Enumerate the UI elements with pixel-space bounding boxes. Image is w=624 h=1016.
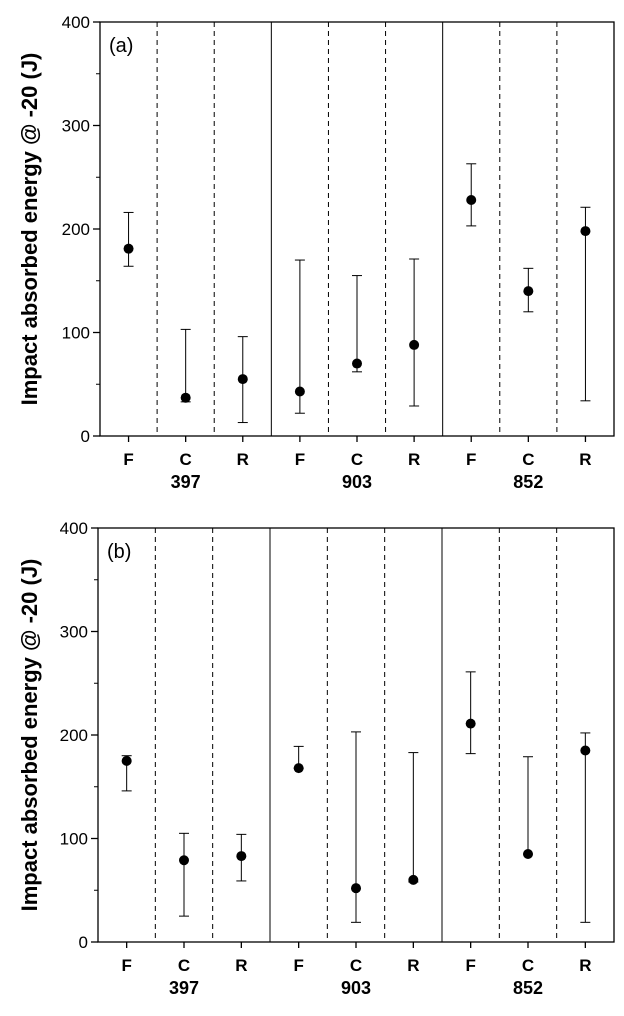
- plot-frame: [99, 21, 615, 437]
- panel-b: 0 100 200 300 400 Impact absorbed energy @ -2…: [17, 519, 615, 998]
- x-group-label: 397: [169, 978, 199, 998]
- data-point: [465, 718, 476, 729]
- x-category-label: F: [121, 956, 131, 975]
- y-tick-label: 300: [62, 117, 90, 136]
- x-group-label: 397: [171, 472, 201, 492]
- x-group-label: 852: [513, 472, 543, 492]
- x-category-label: C: [350, 956, 362, 975]
- data-point: [121, 755, 132, 766]
- panel-label: (a): [109, 35, 133, 57]
- y-tick-label: 400: [60, 519, 88, 538]
- data-point: [466, 195, 477, 206]
- panel-a: 0 100 200 300 400 Impact absorbed energy @ -2…: [17, 13, 615, 492]
- x-category-label: R: [237, 450, 249, 469]
- x-category-label: F: [295, 450, 305, 469]
- data-point: [123, 243, 134, 254]
- x-category-label: R: [579, 956, 591, 975]
- data-point: [180, 392, 191, 403]
- x-category-label: R: [407, 956, 419, 975]
- data-point: [352, 358, 362, 369]
- y-tick-label: 200: [60, 726, 88, 745]
- x-category-label: C: [522, 450, 534, 469]
- data-point: [409, 339, 420, 350]
- data-point: [580, 226, 591, 237]
- x-group-label: 903: [341, 978, 371, 998]
- data-point: [294, 386, 305, 397]
- data-point: [523, 849, 533, 860]
- data-point: [237, 374, 248, 385]
- x-category-label: F: [293, 956, 303, 975]
- data-point: [523, 286, 534, 297]
- data-point: [179, 855, 189, 866]
- x-category-label: R: [579, 450, 591, 469]
- y-tick-label: 0: [81, 427, 90, 446]
- x-category-label: R: [235, 956, 247, 975]
- y-tick-label: 300: [60, 623, 88, 642]
- data-point: [236, 851, 247, 862]
- x-category-label: C: [180, 450, 192, 469]
- x-category-label: C: [351, 450, 363, 469]
- panel-label: (b): [107, 541, 131, 563]
- x-category-label: F: [465, 956, 475, 975]
- data-point: [580, 745, 591, 756]
- data-point: [293, 763, 304, 774]
- data-point: [351, 883, 361, 894]
- x-category-label: F: [123, 450, 133, 469]
- x-category-label: C: [522, 956, 534, 975]
- y-tick-label: 0: [79, 933, 88, 952]
- x-category-label: R: [408, 450, 420, 469]
- x-category-label: F: [466, 450, 476, 469]
- x-category-label: C: [178, 956, 190, 975]
- y-tick-label: 100: [60, 830, 88, 849]
- x-group-label: 852: [513, 978, 543, 998]
- y-axis-label: Impact absorbed energy @ -20 (J): [17, 53, 42, 406]
- y-tick-label: 100: [62, 324, 90, 343]
- x-group-label: 903: [342, 472, 372, 492]
- y-tick-label: 400: [62, 13, 90, 32]
- data-point: [408, 874, 419, 885]
- y-axis-label: Impact absorbed energy @ -20 (J): [17, 559, 42, 912]
- y-tick-label: 200: [62, 220, 90, 239]
